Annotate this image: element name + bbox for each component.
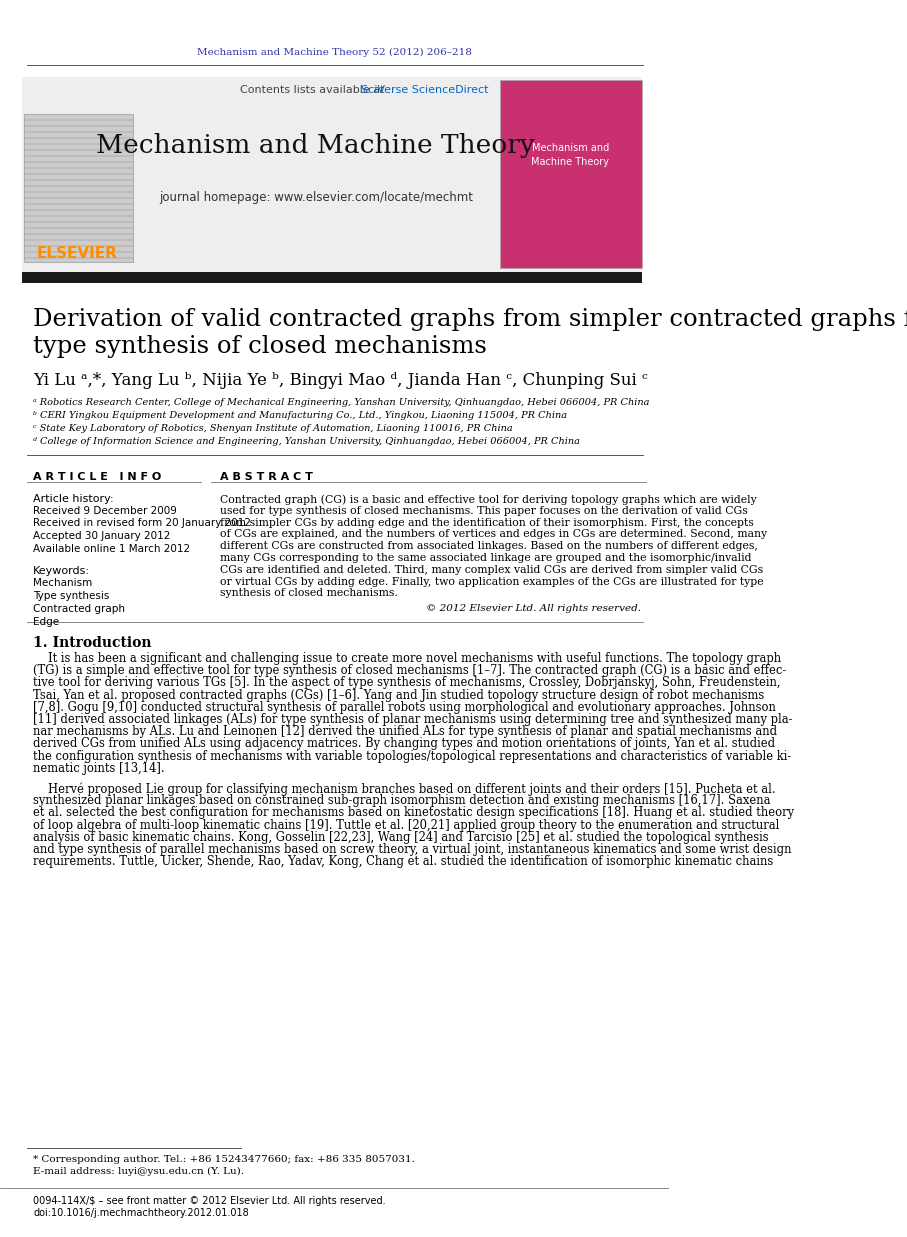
- Text: the configuration synthesis of mechanisms with variable topologies/topological r: the configuration synthesis of mechanism…: [34, 750, 792, 762]
- Text: Tsai, Yan et al. proposed contracted graphs (CGs) [1–6]. Yang and Jin studied to: Tsai, Yan et al. proposed contracted gra…: [34, 689, 765, 701]
- Text: journal homepage: www.elsevier.com/locate/mechmt: journal homepage: www.elsevier.com/locat…: [159, 192, 473, 204]
- FancyBboxPatch shape: [22, 77, 642, 272]
- Text: from simpler CGs by adding edge and the identification of their isomorphism. Fir: from simpler CGs by adding edge and the …: [219, 517, 754, 528]
- Text: tive tool for deriving various TGs [5]. In the aspect of type synthesis of mecha: tive tool for deriving various TGs [5]. …: [34, 677, 781, 689]
- Text: Type synthesis: Type synthesis: [34, 591, 110, 601]
- Text: used for type synthesis of closed mechanisms. This paper focuses on the derivati: used for type synthesis of closed mechan…: [219, 506, 747, 516]
- Text: ELSEVIER: ELSEVIER: [37, 245, 118, 261]
- Text: analysis of basic kinematic chains. Kong, Gosselin [22,23], Wang [24] and Tarcis: analysis of basic kinematic chains. Kong…: [34, 831, 769, 844]
- Text: Keywords:: Keywords:: [34, 567, 90, 576]
- Text: derived CGs from unified ALs using adjacency matrices. By changing types and mot: derived CGs from unified ALs using adjac…: [34, 737, 775, 751]
- Text: of CGs are explained, and the numbers of vertices and edges in CGs are determine: of CGs are explained, and the numbers of…: [219, 529, 767, 539]
- Text: 1. Introduction: 1. Introduction: [34, 636, 151, 649]
- Text: 0094-114X/$ – see front matter © 2012 Elsevier Ltd. All rights reserved.: 0094-114X/$ – see front matter © 2012 El…: [34, 1196, 385, 1206]
- Text: synthesized planar linkages based on constrained sub-graph isomorphism detection: synthesized planar linkages based on con…: [34, 794, 771, 808]
- FancyBboxPatch shape: [24, 114, 132, 262]
- Text: Yi Lu ᵃ,*, Yang Lu ᵇ, Nijia Ye ᵇ, Bingyi Mao ᵈ, Jianda Han ᶜ, Chunping Sui ᶜ: Yi Lu ᵃ,*, Yang Lu ᵇ, Nijia Ye ᵇ, Bingyi…: [34, 372, 648, 388]
- Text: © 2012 Elsevier Ltd. All rights reserved.: © 2012 Elsevier Ltd. All rights reserved…: [425, 604, 640, 614]
- Text: Contents lists available at: Contents lists available at: [240, 85, 392, 95]
- Text: [7,8]. Gogu [9,10] conducted structural synthesis of parallel robots using morph: [7,8]. Gogu [9,10] conducted structural …: [34, 701, 776, 714]
- Text: A B S T R A C T: A B S T R A C T: [219, 473, 313, 482]
- Text: (TG) is a simple and effective tool for type synthesis of closed mechanisms [1–7: (TG) is a simple and effective tool for …: [34, 664, 786, 677]
- Text: nar mechanisms by ALs. Lu and Leinonen [12] derived the unified ALs for type syn: nar mechanisms by ALs. Lu and Leinonen […: [34, 725, 777, 738]
- Text: Received 9 December 2009: Received 9 December 2009: [34, 506, 177, 516]
- Text: Article history:: Article history:: [34, 494, 114, 503]
- Text: Available online 1 March 2012: Available online 1 March 2012: [34, 543, 190, 553]
- Text: ᵈ College of Information Science and Engineering, Yanshan University, Qinhuangda: ᵈ College of Information Science and Eng…: [34, 437, 580, 447]
- FancyBboxPatch shape: [134, 80, 497, 268]
- Text: et al. selected the best configuration for mechanisms based on kinetostatic desi: et al. selected the best configuration f…: [34, 807, 795, 819]
- Text: Mechanism and
Machine Theory: Mechanism and Machine Theory: [532, 143, 610, 167]
- Text: requirements. Tuttle, Uicker, Shende, Rao, Yadav, Kong, Chang et al. studied the: requirements. Tuttle, Uicker, Shende, Ra…: [34, 855, 774, 868]
- Text: [11] derived associated linkages (ALs) for type synthesis of planar mechanisms u: [11] derived associated linkages (ALs) f…: [34, 713, 793, 726]
- Text: different CGs are constructed from associated linkages. Based on the numbers of : different CGs are constructed from assoc…: [219, 542, 757, 552]
- Text: Contracted graph: Contracted graph: [34, 604, 125, 614]
- Text: E-mail address: luyi@ysu.edu.cn (Y. Lu).: E-mail address: luyi@ysu.edu.cn (Y. Lu).: [34, 1166, 244, 1176]
- Text: Hervé proposed Lie group for classifying mechanism branches based on different j: Hervé proposed Lie group for classifying…: [48, 782, 775, 795]
- Text: Edge: Edge: [34, 617, 59, 627]
- Text: and type synthesis of parallel mechanisms based on screw theory, a virtual joint: and type synthesis of parallel mechanism…: [34, 842, 792, 856]
- Text: Received in revised form 20 January 2012: Received in revised form 20 January 2012: [34, 518, 251, 528]
- Text: doi:10.1016/j.mechmachtheory.2012.01.018: doi:10.1016/j.mechmachtheory.2012.01.018: [34, 1209, 249, 1218]
- Text: Accepted 30 January 2012: Accepted 30 January 2012: [34, 531, 171, 541]
- Text: A R T I C L E   I N F O: A R T I C L E I N F O: [34, 473, 161, 482]
- Text: ᵇ CERI Yingkou Equipment Development and Manufacturing Co., Ltd., Yingkou, Liaon: ᵇ CERI Yingkou Equipment Development and…: [34, 411, 568, 421]
- Text: It is has been a significant and challenging issue to create more novel mechanis: It is has been a significant and challen…: [48, 652, 781, 666]
- Text: of loop algebra of multi-loop kinematic chains [19]. Tuttle et al. [20,21] appli: of loop algebra of multi-loop kinematic …: [34, 819, 780, 831]
- Text: or virtual CGs by adding edge. Finally, two application examples of the CGs are : or virtual CGs by adding edge. Finally, …: [219, 576, 764, 586]
- Text: * Corresponding author. Tel.: +86 15243477660; fax: +86 335 8057031.: * Corresponding author. Tel.: +86 152434…: [34, 1155, 415, 1164]
- Text: Mechanism: Mechanism: [34, 578, 93, 588]
- FancyBboxPatch shape: [500, 80, 642, 268]
- Text: Contracted graph (CG) is a basic and effective tool for deriving topology graphs: Contracted graph (CG) is a basic and eff…: [219, 494, 756, 505]
- Text: many CGs corresponding to the same associated linkage are grouped and the isomor: many CGs corresponding to the same assoc…: [219, 553, 751, 563]
- Text: SciVerse ScienceDirect: SciVerse ScienceDirect: [361, 85, 488, 95]
- Text: Mechanism and Machine Theory 52 (2012) 206–218: Mechanism and Machine Theory 52 (2012) 2…: [197, 47, 472, 57]
- FancyBboxPatch shape: [22, 272, 642, 283]
- Text: nematic joints [13,14].: nematic joints [13,14].: [34, 762, 165, 774]
- Text: CGs are identified and deleted. Third, many complex valid CGs are derived from s: CGs are identified and deleted. Third, m…: [219, 565, 763, 575]
- Text: synthesis of closed mechanisms.: synthesis of closed mechanisms.: [219, 589, 397, 599]
- Text: Mechanism and Machine Theory: Mechanism and Machine Theory: [96, 132, 535, 157]
- Text: Derivation of valid contracted graphs from simpler contracted graphs for
type sy: Derivation of valid contracted graphs fr…: [34, 308, 907, 357]
- Text: ᶜ State Key Laboratory of Robotics, Shenyan Institute of Automation, Liaoning 11: ᶜ State Key Laboratory of Robotics, Shen…: [34, 424, 513, 433]
- Text: ᵃ Robotics Research Center, College of Mechanical Engineering, Yanshan Universit: ᵃ Robotics Research Center, College of M…: [34, 398, 649, 407]
